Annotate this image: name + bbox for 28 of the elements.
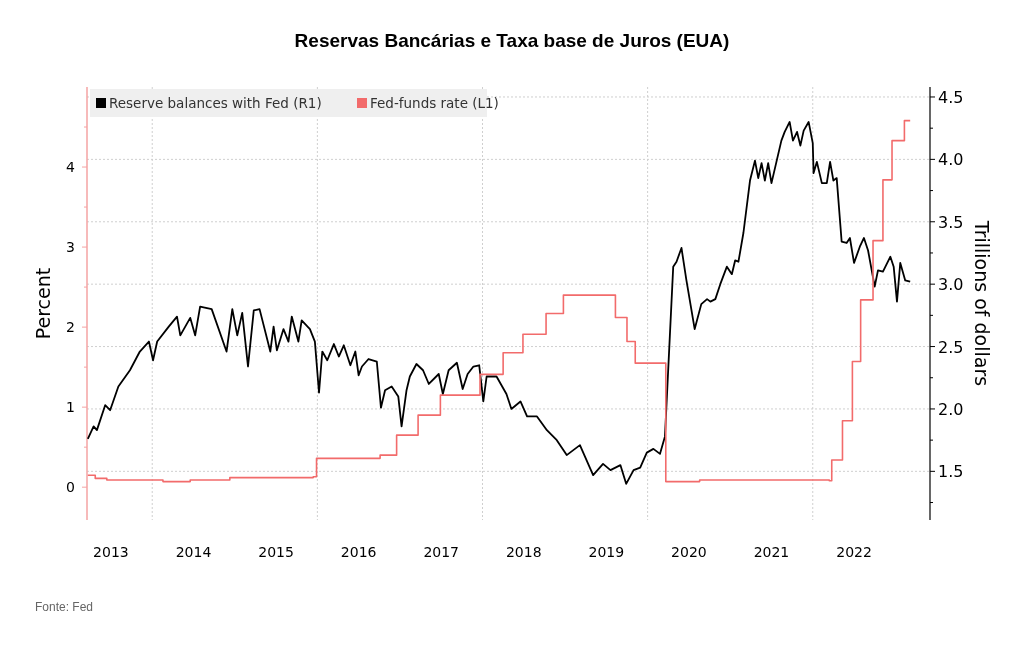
source-note: Fonte: Fed [35, 600, 94, 614]
x-tick-label: 2015 [258, 544, 294, 560]
y2-tick-label: 2.0 [938, 399, 964, 419]
legend-label: Fed-funds rate (L1) [370, 95, 499, 111]
y2-axis-title: Trillions of dollars [971, 219, 993, 387]
x-tick-label: 2021 [753, 544, 790, 560]
x-tick-label: 2016 [340, 544, 377, 560]
x-tick-label: 2019 [588, 544, 625, 560]
legend-label: Reserve balances with Fed (R1) [109, 95, 322, 111]
x-tick-label: 2020 [671, 544, 707, 560]
x-tick-label: 2013 [93, 544, 129, 560]
chart-title: Reservas Bancárias e Taxa base de Juros (EUA) [294, 30, 730, 51]
y2-tick-label: 4.0 [938, 150, 964, 170]
x-tick-label: 2018 [505, 544, 542, 560]
y-axis-title: Percent [32, 267, 54, 340]
y2-tick-label: 4.5 [938, 87, 964, 107]
y2-tick-label: 1.5 [938, 462, 964, 482]
x-tick-label: 2022 [836, 544, 872, 560]
y2-tick-label: 3.0 [938, 275, 964, 295]
y-tick-label: 4 [66, 159, 76, 176]
y2-tick-label: 3.5 [938, 212, 964, 232]
y-tick-label: 2 [66, 319, 75, 336]
y-tick-label: 3 [66, 239, 75, 256]
y-tick-label: 1 [66, 399, 75, 416]
y2-tick-label: 2.5 [938, 337, 964, 357]
x-tick-label: 2017 [423, 544, 460, 560]
y-tick-label: 0 [66, 479, 75, 496]
x-tick-label: 2014 [175, 544, 212, 560]
